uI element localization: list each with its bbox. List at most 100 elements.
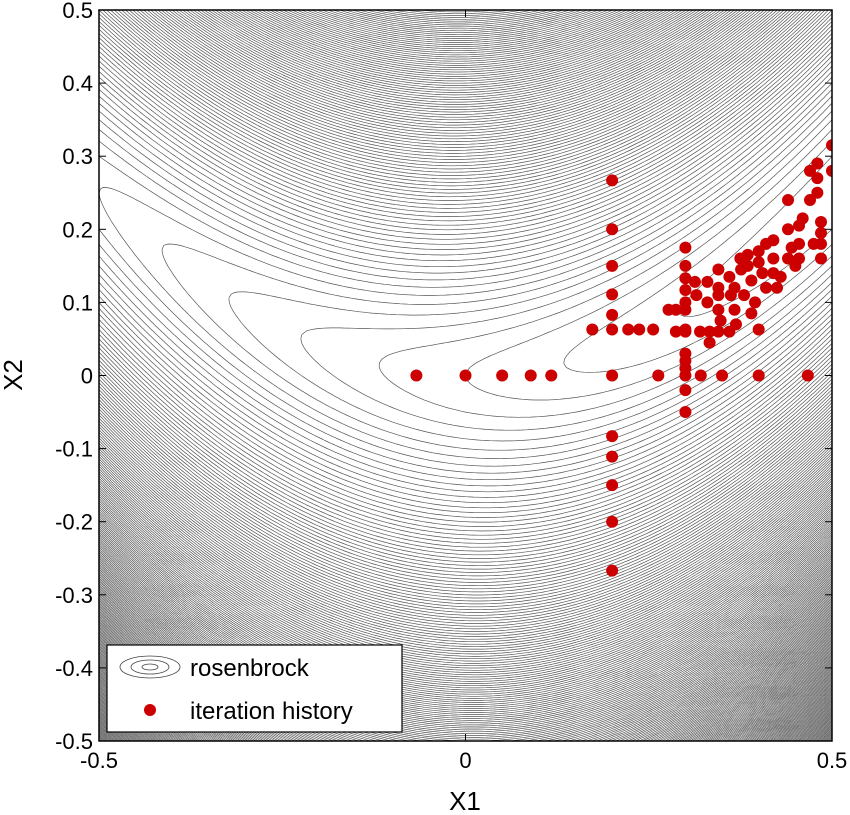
data-point: [760, 281, 773, 294]
data-point: [793, 237, 806, 250]
data-point: [606, 323, 619, 336]
data-point: [745, 274, 758, 287]
contour-line: [99, 660, 832, 741]
contour-line: [99, 10, 832, 587]
data-point: [703, 336, 716, 349]
legend-contour-icon: [119, 655, 181, 679]
data-point: [679, 259, 692, 272]
data-point: [738, 289, 751, 302]
contour-line: [99, 10, 832, 648]
contour-line: [99, 10, 832, 608]
contour-line: [99, 50, 832, 504]
contour-line: [99, 10, 832, 602]
data-point: [679, 362, 692, 375]
contour-line: [99, 10, 832, 671]
data-point: [811, 157, 824, 170]
data-point: [752, 256, 765, 269]
contour-line: [99, 10, 832, 630]
contour-line: [99, 661, 832, 741]
data-point: [606, 479, 619, 492]
data-point: [669, 325, 682, 338]
data-point: [804, 164, 817, 177]
data-point: [716, 369, 729, 382]
data-point: [694, 325, 707, 338]
data-point: [815, 215, 828, 228]
y-tick-label: 0.5: [62, 0, 93, 23]
data-point: [767, 234, 780, 247]
data-point: [771, 281, 784, 294]
contour-line: [563, 140, 832, 373]
contour-line: [99, 10, 832, 660]
data-point: [712, 303, 725, 316]
contour-line: [99, 10, 832, 599]
legend-label-iteration: iteration history: [190, 698, 353, 725]
y-tick-label: -0.2: [55, 510, 93, 535]
data-point: [729, 318, 742, 331]
contour-line: [99, 10, 832, 622]
y-tick-label: 0: [81, 364, 93, 389]
contour-line: [99, 10, 832, 596]
data-point: [606, 450, 619, 463]
data-point: [606, 430, 619, 443]
contour-line: [99, 10, 832, 637]
contour-line: [99, 10, 832, 632]
data-point: [728, 281, 741, 294]
data-point: [712, 289, 725, 302]
data-point: [752, 323, 765, 336]
legend-marker-iteration: [144, 704, 156, 716]
contour-line: [99, 10, 832, 570]
x-tick-label: -0.5: [80, 748, 118, 773]
contour-line: [99, 10, 832, 635]
contour-line: [99, 10, 832, 616]
data-point: [723, 270, 736, 283]
data-point: [679, 325, 692, 338]
data-point: [815, 252, 828, 265]
y-tick-label: -0.1: [55, 437, 93, 462]
data-point: [782, 194, 795, 207]
data-point: [606, 259, 619, 272]
data-point: [801, 369, 814, 382]
data-point: [826, 164, 832, 177]
contour-line: [99, 10, 832, 567]
contour-line: [99, 10, 832, 650]
contour-line: [99, 89, 832, 459]
data-point: [793, 252, 806, 265]
contour-line: [99, 10, 832, 611]
x-tick-label: 0.5: [817, 748, 848, 773]
legend: rosenbrock iteration history: [106, 644, 403, 733]
data-point: [690, 289, 703, 302]
data-point: [749, 296, 762, 309]
contour-line: [99, 10, 832, 624]
contour-line: [99, 10, 832, 652]
contour-line: [99, 730, 110, 741]
contour-line: [99, 10, 832, 559]
data-point: [694, 369, 707, 382]
data-point: [679, 272, 692, 285]
data-point: [703, 325, 716, 338]
data-point: [712, 325, 725, 338]
contour-line: [99, 41, 832, 514]
data-point: [652, 369, 665, 382]
contour-line: [99, 21, 832, 536]
data-point: [679, 406, 692, 419]
data-point: [826, 139, 832, 152]
contour-line: [99, 55, 832, 498]
y-tick-label: 0.4: [62, 71, 93, 96]
contour-line: [99, 10, 832, 640]
contour-line: [161, 95, 832, 451]
data-point: [586, 323, 599, 336]
data-point: [633, 323, 646, 336]
contour-line: [99, 567, 832, 741]
contour-line: [99, 10, 832, 583]
contour-line: [99, 10, 832, 691]
contour-line: [99, 10, 832, 573]
data-point: [782, 223, 795, 236]
data-point: [741, 248, 754, 261]
data-point: [774, 270, 787, 283]
data-point: [496, 369, 509, 382]
data-point: [745, 307, 758, 320]
contour-line: [99, 10, 832, 552]
data-point: [679, 384, 692, 397]
data-point: [606, 369, 619, 382]
